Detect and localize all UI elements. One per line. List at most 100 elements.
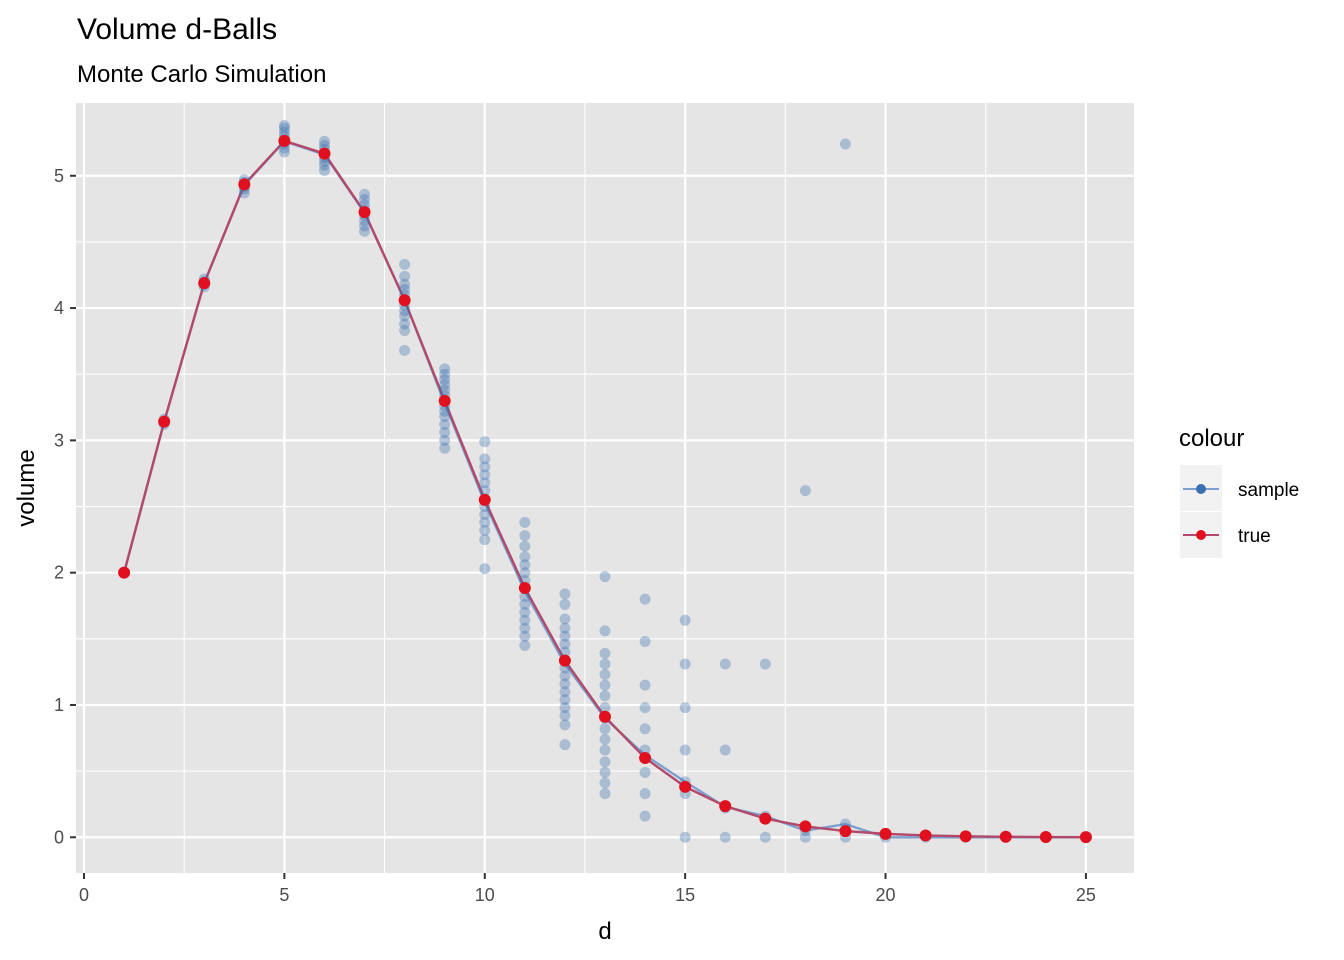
sample-point: [479, 461, 491, 473]
x-tick-label: 10: [475, 885, 495, 905]
sample-point: [359, 215, 371, 227]
sample-point: [519, 540, 531, 552]
sample-point: [519, 598, 531, 610]
true-point: [278, 134, 291, 147]
sample-point: [519, 614, 531, 626]
true-point: [679, 780, 692, 793]
sample-point: [479, 477, 491, 489]
sample-point: [399, 325, 411, 337]
sample-point: [599, 733, 611, 745]
y-tick-label: 5: [54, 166, 64, 186]
sample-point: [278, 146, 290, 158]
sample-point: [519, 551, 531, 563]
sample-point: [599, 571, 611, 583]
y-tick-label: 0: [54, 827, 64, 847]
sample-point: [278, 119, 290, 131]
legend: colour sample true: [1179, 425, 1299, 558]
sample-point: [599, 788, 611, 800]
x-tick-label: 0: [79, 885, 89, 905]
y-tick-label: 3: [54, 430, 64, 450]
true-point: [799, 820, 812, 833]
sample-point: [238, 187, 250, 199]
sample-point: [519, 559, 531, 571]
sample-point: [559, 719, 571, 731]
sample-point: [439, 418, 451, 430]
sample-point: [399, 344, 411, 356]
sample-point: [479, 508, 491, 520]
sample-point: [679, 658, 691, 670]
y-axis: 0 1 2 3 4 5: [54, 166, 76, 847]
sample-point: [479, 516, 491, 528]
sample-point: [639, 810, 651, 822]
true-point: [999, 830, 1012, 843]
sample-point: [519, 606, 531, 618]
sample-point: [359, 225, 371, 237]
sample-point: [559, 702, 571, 714]
true-point: [599, 710, 611, 723]
sample-point: [439, 363, 451, 375]
true-point: [238, 178, 251, 191]
sample-point: [639, 679, 651, 691]
sample-point: [399, 310, 411, 322]
legend-title: colour: [1179, 425, 1244, 452]
sample-point: [479, 534, 491, 546]
sample-point: [599, 766, 611, 778]
true-point: [639, 751, 652, 764]
sample-point: [519, 622, 531, 634]
sample-point: [599, 744, 611, 756]
sample-point: [679, 831, 691, 843]
sample-point: [559, 638, 571, 650]
x-tick-label: 5: [279, 885, 289, 905]
true-point: [1039, 831, 1052, 844]
legend-item-true: true: [1180, 512, 1271, 558]
sample-point: [559, 613, 571, 625]
sample-point: [359, 194, 371, 206]
sample-point: [439, 374, 451, 386]
sample-point: [759, 658, 771, 670]
sample-point: [599, 690, 611, 702]
sample-point: [599, 756, 611, 768]
true-point: [158, 415, 171, 428]
sample-point: [599, 777, 611, 789]
sample-point: [599, 702, 611, 714]
true-point: [118, 566, 131, 579]
x-tick-label: 20: [876, 885, 896, 905]
true-point: [398, 294, 411, 307]
sample-point: [318, 164, 330, 176]
series-true-points: [118, 134, 1092, 844]
x-axis-title: d: [598, 918, 611, 945]
sample-point: [519, 639, 531, 651]
sample-point: [399, 318, 411, 330]
sample-point: [479, 469, 491, 481]
sample-point: [639, 723, 651, 735]
sample-point: [559, 670, 571, 682]
sample-point: [559, 739, 571, 751]
true-point: [759, 812, 772, 825]
x-tick-label: 15: [675, 885, 695, 905]
sample-point: [719, 831, 731, 843]
sample-point: [519, 590, 531, 602]
sample-point: [639, 593, 651, 605]
sample-point: [599, 658, 611, 670]
sample-point: [599, 723, 611, 735]
sample-point: [559, 588, 571, 600]
sample-point: [519, 630, 531, 642]
sample-point: [439, 411, 451, 423]
sample-point: [479, 436, 491, 448]
sample-point: [399, 270, 411, 282]
sample-point: [599, 647, 611, 659]
sample-point: [559, 598, 571, 610]
sample-point: [439, 379, 451, 391]
sample-point: [278, 126, 290, 138]
chart-subtitle: Monte Carlo Simulation: [77, 61, 326, 88]
sample-point: [559, 630, 571, 642]
sample-point: [479, 524, 491, 536]
true-point: [879, 827, 892, 840]
y-tick-label: 2: [54, 563, 64, 583]
sample-point: [399, 278, 411, 290]
sample-point: [519, 567, 531, 579]
y-tick-label: 1: [54, 695, 64, 715]
grid-minor: [76, 103, 1134, 873]
true-point: [1079, 831, 1092, 844]
